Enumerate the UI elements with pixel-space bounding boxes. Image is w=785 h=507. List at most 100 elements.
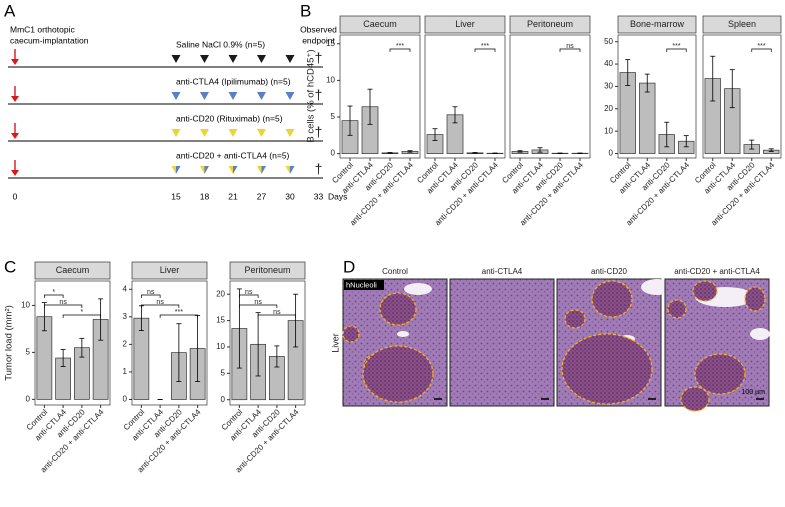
- y-tick-label: 0: [123, 395, 128, 404]
- y-tick-label: 50: [604, 37, 613, 46]
- day-label: 27: [257, 191, 267, 201]
- dose-marker: [204, 92, 209, 100]
- tumor-outline: [667, 299, 687, 319]
- timeline-title: caecum-implantation: [10, 35, 89, 45]
- dose-marker: [228, 166, 233, 174]
- significance-label: ns: [273, 309, 281, 316]
- significance-bracket: [257, 314, 296, 318]
- row-label: Liver: [330, 333, 340, 353]
- panel-border: [509, 34, 591, 159]
- bar: [639, 82, 656, 154]
- implant-arrowhead: [11, 133, 19, 139]
- strip: [702, 15, 782, 34]
- vessel: [397, 331, 409, 337]
- y-tick-label: 0: [221, 395, 226, 404]
- panel-label: A: [4, 1, 16, 20]
- dose-marker: [171, 55, 176, 63]
- dose-marker: [171, 92, 176, 100]
- tumor-region: [693, 281, 717, 301]
- histology-image: [449, 278, 555, 407]
- dose-marker: [261, 55, 266, 63]
- dose-marker: [204, 166, 209, 174]
- implant-arrowhead: [11, 170, 19, 176]
- panel-border: [229, 280, 306, 406]
- tumor-region: [380, 293, 416, 325]
- dose-marker: [261, 92, 266, 100]
- dose-marker: [257, 92, 262, 100]
- tumor-region: [668, 300, 686, 318]
- dose-marker: [200, 166, 205, 174]
- significance-bracket: [474, 48, 496, 52]
- endpoint-label: Observed: [300, 24, 337, 34]
- dose-marker: [290, 129, 295, 137]
- tumor-region: [695, 354, 745, 394]
- strip: [509, 15, 591, 34]
- panel-border: [34, 280, 111, 406]
- day-label: 21: [228, 191, 238, 201]
- dose-marker: [257, 55, 262, 63]
- panel-border: [339, 34, 421, 159]
- strip: [617, 15, 697, 34]
- tumor-region: [681, 387, 709, 411]
- day-label: 18: [200, 191, 210, 201]
- vessel: [404, 283, 432, 295]
- significance-bracket: [666, 48, 687, 52]
- significance-bracket: [44, 294, 64, 298]
- dose-marker: [171, 129, 176, 137]
- tumor-region: [565, 310, 585, 328]
- facet-title: Caecum: [363, 19, 397, 29]
- tumor-outline: [694, 353, 746, 395]
- dose-marker: [233, 129, 238, 137]
- facet-title: Peritoneum: [244, 265, 290, 275]
- significance-label: ns: [566, 43, 574, 50]
- treatment-label: Saline NaCl 0.9% (n=5): [176, 39, 265, 49]
- tumor-region: [562, 334, 652, 404]
- facet-title: Spleen: [728, 19, 756, 29]
- y-tick-label: 20: [604, 104, 613, 113]
- scale-label: 100 µm: [742, 389, 766, 396]
- panel-label: B: [300, 1, 311, 20]
- y-tick-label: 0: [609, 149, 614, 158]
- dose-marker: [290, 55, 295, 63]
- y-tick-label: 15: [216, 316, 225, 325]
- y-tick-label: 5: [331, 112, 336, 121]
- strip: [424, 15, 506, 34]
- y-tick-label: 1: [123, 367, 128, 376]
- dose-marker: [228, 92, 233, 100]
- treatment-label: anti-CD20 + anti-CTLA4 (n=5): [176, 150, 290, 160]
- significance-bracket: [44, 304, 83, 308]
- significance-label: ns: [59, 299, 67, 306]
- significance-label: *: [81, 309, 84, 316]
- y-tick-label: 10: [216, 342, 225, 351]
- dose-marker: [171, 166, 176, 174]
- dose-marker: [228, 129, 233, 137]
- significance-label: ***: [396, 43, 404, 50]
- days-unit: Days: [328, 191, 347, 201]
- y-tick-label: 2: [123, 339, 128, 348]
- dose-marker: [257, 166, 262, 174]
- y-tick-label: 10: [604, 126, 613, 135]
- vessel: [750, 328, 770, 340]
- stain-tag: hNucleoli: [346, 280, 377, 289]
- dose-marker: [285, 92, 290, 100]
- strip: [229, 261, 306, 280]
- panel-label: D: [343, 257, 355, 276]
- y-tick-label: 5: [221, 368, 226, 377]
- endpoint-symbol: †: [315, 161, 323, 177]
- significance-label: ***: [672, 43, 680, 50]
- y-tick-label: 0: [26, 394, 31, 403]
- significance-bracket: [751, 48, 772, 52]
- dose-marker: [176, 55, 181, 63]
- y-axis-label: Tumor load (mm²): [4, 305, 15, 381]
- dose-marker: [261, 166, 266, 174]
- panel-border: [424, 34, 506, 159]
- y-tick-label: 15: [326, 39, 335, 48]
- y-tick-label: 3: [123, 312, 128, 321]
- significance-label: ns: [254, 299, 262, 306]
- dose-marker: [176, 129, 181, 137]
- tumor-outline: [362, 345, 434, 403]
- significance-bracket: [239, 304, 278, 308]
- day-label: 15: [171, 191, 181, 201]
- y-tick-label: 4: [123, 284, 128, 293]
